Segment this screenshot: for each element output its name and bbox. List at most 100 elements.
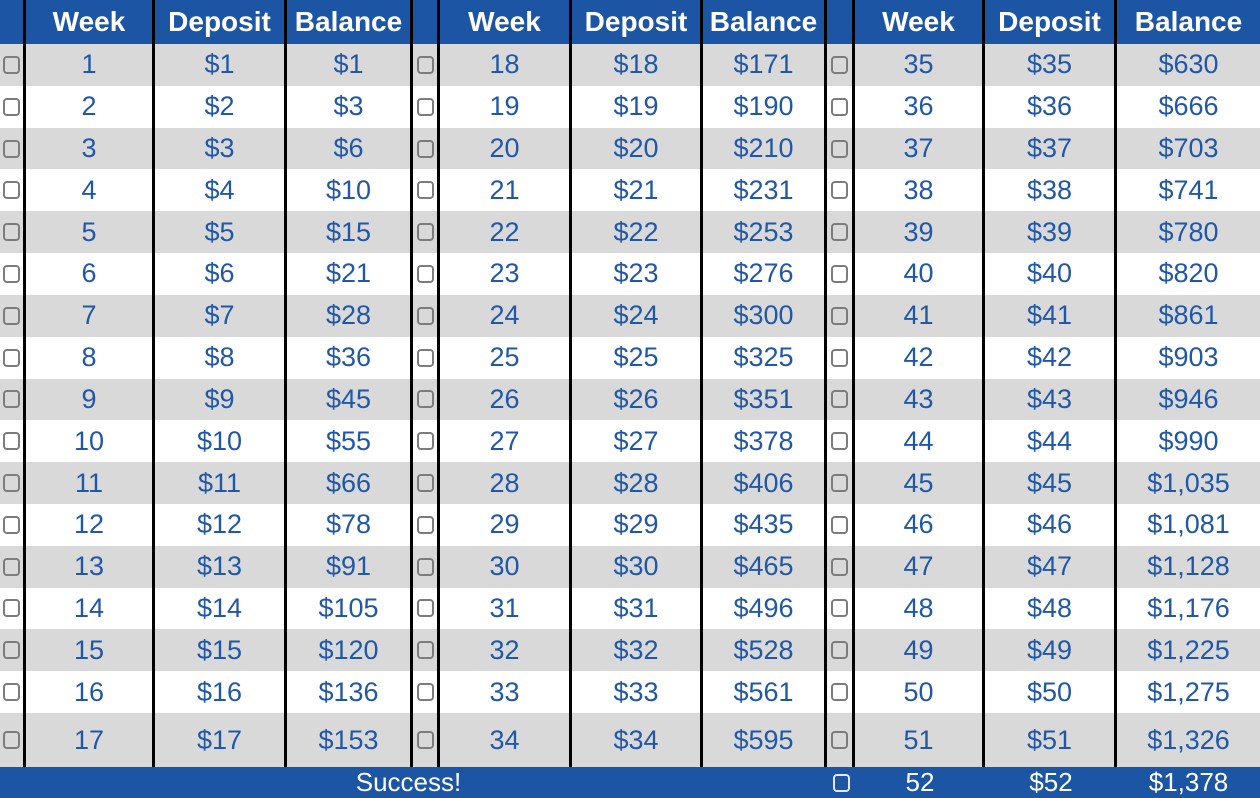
- balance-cell: $78: [287, 503, 413, 546]
- week-18-checkbox[interactable]: [416, 55, 434, 74]
- table-body: 1 $1 $1 18 $18 $171 35 $35 $630 2 $2 $3 19 $19 $190 36 $…: [0, 44, 1260, 767]
- week-45-checkbox[interactable]: [831, 474, 848, 493]
- week-cell: 37: [855, 127, 985, 170]
- week-38-checkbox[interactable]: [831, 181, 848, 200]
- balance-cell: $595: [703, 713, 827, 767]
- balance-cell: $1,035: [1117, 462, 1260, 504]
- table-row: 4 $4 $10 21 $21 $231 38 $38 $741: [0, 169, 1260, 212]
- week-28-checkbox[interactable]: [416, 474, 434, 493]
- week-9-checkbox[interactable]: [3, 390, 20, 409]
- week-21-checkbox[interactable]: [416, 181, 434, 200]
- week-8-checkbox[interactable]: [3, 348, 20, 367]
- checkbox-cell: [827, 503, 855, 546]
- week-48-checkbox[interactable]: [831, 599, 848, 618]
- deposit-cell: $19: [572, 85, 703, 128]
- balance-cell: $561: [703, 671, 827, 713]
- week-42-checkbox[interactable]: [831, 348, 848, 367]
- balance-cell: $1,378: [1148, 767, 1229, 797]
- deposit-cell: $45: [985, 462, 1117, 504]
- week-cell: 36: [855, 85, 985, 128]
- checkbox-cell: [0, 545, 26, 588]
- week-47-checkbox[interactable]: [831, 557, 848, 576]
- week-cell: 18: [440, 44, 572, 86]
- balance-cell: $10: [287, 169, 413, 212]
- week-51-checkbox[interactable]: [831, 731, 848, 749]
- week-cell: 26: [440, 378, 572, 421]
- week-30-checkbox[interactable]: [416, 557, 434, 576]
- week-26-checkbox[interactable]: [416, 390, 434, 409]
- week-22-checkbox[interactable]: [416, 223, 434, 242]
- week-32-checkbox[interactable]: [416, 641, 434, 660]
- deposit-cell: $32: [572, 629, 703, 672]
- week-10-checkbox[interactable]: [3, 432, 20, 451]
- checkbox-cell: [413, 545, 440, 588]
- week-7-checkbox[interactable]: [3, 306, 20, 325]
- deposit-cell: $21: [572, 169, 703, 212]
- week-43-checkbox[interactable]: [831, 390, 848, 409]
- week-12-checkbox[interactable]: [3, 515, 20, 534]
- deposit-cell: $13: [155, 545, 287, 588]
- deposit-cell: $20: [572, 127, 703, 170]
- week-19-checkbox[interactable]: [416, 97, 434, 116]
- week-11-checkbox[interactable]: [3, 474, 20, 493]
- balance-cell: $231: [703, 169, 827, 212]
- week-15-checkbox[interactable]: [3, 641, 20, 660]
- checkbox-cell: [413, 587, 440, 630]
- balance-cell: $861: [1117, 294, 1260, 337]
- week-cell: 24: [440, 294, 572, 337]
- week-16-checkbox[interactable]: [3, 683, 20, 702]
- week-33-checkbox[interactable]: [416, 683, 434, 702]
- checkbox-cell: [827, 378, 855, 421]
- week-3-checkbox[interactable]: [3, 139, 20, 158]
- week-cell: 3: [26, 127, 155, 170]
- week-6-checkbox[interactable]: [3, 264, 20, 283]
- deposit-cell: $52: [1029, 767, 1073, 797]
- column-header-week: Week: [440, 0, 572, 44]
- week-1-checkbox[interactable]: [3, 55, 20, 74]
- deposit-cell: $39: [985, 211, 1117, 254]
- week-25-checkbox[interactable]: [416, 348, 434, 367]
- week-5-checkbox[interactable]: [3, 223, 20, 242]
- deposit-cell: $31: [572, 587, 703, 630]
- week-24-checkbox[interactable]: [416, 306, 434, 325]
- week-52-checkbox[interactable]: [832, 773, 850, 792]
- table-footer: Success! 52 $52 $1,378: [0, 767, 1260, 798]
- week-cell: 39: [855, 211, 985, 254]
- deposit-cell: $48: [985, 587, 1117, 630]
- week-49-checkbox[interactable]: [831, 641, 848, 660]
- week-35-checkbox[interactable]: [831, 55, 848, 74]
- week-27-checkbox[interactable]: [416, 432, 434, 451]
- week-4-checkbox[interactable]: [3, 181, 20, 200]
- week-46-checkbox[interactable]: [831, 515, 848, 534]
- week-36-checkbox[interactable]: [831, 97, 848, 116]
- week-41-checkbox[interactable]: [831, 306, 848, 325]
- week-2-checkbox[interactable]: [3, 97, 20, 116]
- week-cell: 13: [26, 545, 155, 588]
- week-14-checkbox[interactable]: [3, 599, 20, 618]
- week-31-checkbox[interactable]: [416, 599, 434, 618]
- checkbox-cell: [413, 336, 440, 379]
- balance-cell: $528: [703, 629, 827, 672]
- week-cell: 40: [855, 253, 985, 295]
- week-20-checkbox[interactable]: [416, 139, 434, 158]
- week-50-checkbox[interactable]: [831, 683, 848, 702]
- week-13-checkbox[interactable]: [3, 557, 20, 576]
- week-39-checkbox[interactable]: [831, 223, 848, 242]
- deposit-cell: $38: [985, 169, 1117, 212]
- week-29-checkbox[interactable]: [416, 515, 434, 534]
- deposit-cell: $47: [985, 545, 1117, 588]
- week-44-checkbox[interactable]: [831, 432, 848, 451]
- week-34-checkbox[interactable]: [416, 731, 434, 749]
- week-37-checkbox[interactable]: [831, 139, 848, 158]
- balance-cell: $325: [703, 336, 827, 379]
- checkbox-cell: [0, 420, 26, 463]
- week-17-checkbox[interactable]: [3, 731, 20, 749]
- checkbox-cell: [827, 211, 855, 254]
- table-row: 2 $2 $3 19 $19 $190 36 $36 $666: [0, 85, 1260, 128]
- balance-cell: $136: [287, 671, 413, 713]
- week-40-checkbox[interactable]: [831, 264, 848, 283]
- balance-cell: $378: [703, 420, 827, 463]
- deposit-cell: $41: [985, 294, 1117, 337]
- week-23-checkbox[interactable]: [416, 264, 434, 283]
